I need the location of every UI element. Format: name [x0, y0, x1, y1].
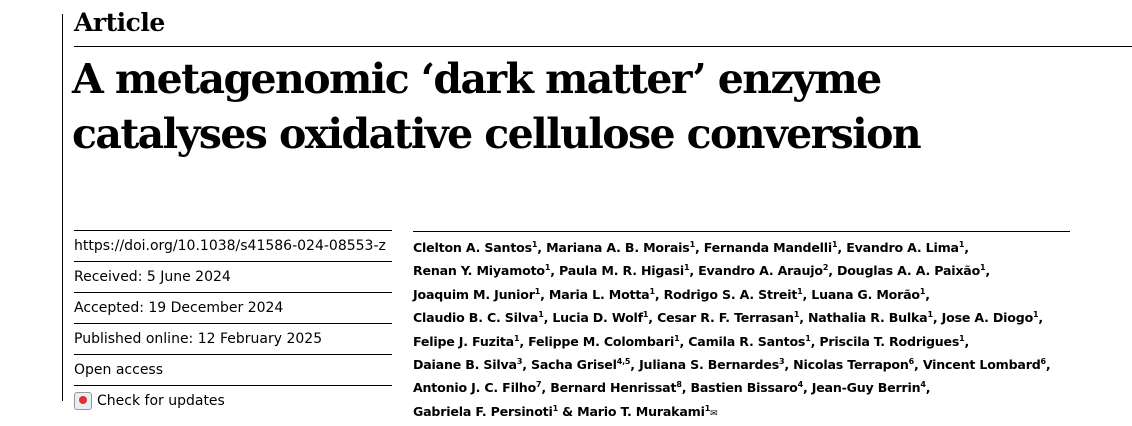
author-name[interactable]: Mario T. Murakami: [577, 403, 705, 419]
accepted-date: Accepted: 19 December 2024: [74, 292, 392, 323]
affiliation-number: 1: [959, 333, 965, 343]
author-name[interactable]: Priscila T. Rodrigues: [819, 333, 960, 349]
author-name[interactable]: Paula M. R. Higasi: [559, 263, 684, 279]
margin-rule: [62, 14, 63, 401]
affiliation-number: 1: [927, 310, 933, 320]
authors-rule: [413, 231, 1070, 232]
affiliation-number: 1: [797, 286, 803, 296]
affiliation-number: 1: [689, 239, 696, 249]
affiliation-number: 1: [531, 239, 538, 249]
published-date: Published online: 12 February 2025: [74, 323, 392, 354]
affiliation-number: 1: [544, 263, 551, 273]
author-name[interactable]: Jose A. Diogo: [941, 310, 1034, 326]
author-name[interactable]: Vincent Lombard: [922, 357, 1041, 373]
check-updates-label: Check for updates: [97, 393, 225, 409]
author-name[interactable]: Evandro A. Lima: [846, 240, 959, 255]
author-name[interactable]: Maria L. Motta: [548, 286, 650, 302]
affiliation-number: 1: [793, 310, 800, 320]
affiliation-number: 1: [552, 403, 559, 413]
author-line: Felipe J. Fuzita1, Felippe M. Colombari1…: [413, 333, 970, 349]
author-name[interactable]: Douglas A. A. Paixão: [836, 263, 981, 279]
affiliation-number: 1: [980, 263, 986, 273]
doi-link[interactable]: https://doi.org/10.1038/s41586-024-08553…: [74, 230, 392, 261]
author-line: Renan Y. Miyamoto1, Paula M. R. Higasi1,…: [413, 263, 990, 279]
affiliation-number: 1: [642, 310, 649, 320]
author-name[interactable]: Sacha Grisel: [531, 357, 617, 373]
open-access-label: Open access: [74, 354, 392, 385]
title-line: A metagenomic ‘dark matter’ enzyme: [72, 55, 882, 103]
section-label: Article: [74, 8, 165, 37]
affiliation-number: 7: [536, 380, 542, 390]
author-name[interactable]: Camila R. Santos: [688, 333, 806, 349]
affiliation-number: 1: [538, 310, 544, 320]
affiliation-number: 1: [805, 333, 811, 343]
author-name[interactable]: Mariana A. B. Morais: [546, 240, 690, 255]
check-updates-icon: [74, 392, 92, 410]
author-name[interactable]: Antonio J. C. Filho: [413, 380, 537, 396]
article-meta: https://doi.org/10.1038/s41586-024-08553…: [74, 230, 392, 416]
affiliation-number: 2: [822, 263, 829, 273]
author-name[interactable]: Bernard Henrissat: [550, 380, 677, 396]
affiliation-number: 3: [779, 356, 785, 366]
header-rule: [74, 46, 1132, 47]
affiliation-number: 6: [1040, 356, 1047, 366]
author-name[interactable]: Jean-Guy Berrin: [811, 380, 921, 396]
author-list: Clelton A. Santos1, Mariana A. B. Morais…: [413, 236, 1051, 426]
affiliation-number: 1: [649, 286, 655, 296]
affiliation-number: 4: [797, 380, 804, 390]
affiliation-number: 1: [683, 263, 690, 273]
author-name[interactable]: Renan Y. Miyamoto: [413, 263, 545, 279]
affiliation-number: 1: [513, 333, 520, 343]
author-line: Joaquim M. Junior1, Maria L. Motta1, Rod…: [413, 286, 930, 302]
author-name[interactable]: Juliana S. Bernardes: [639, 357, 780, 373]
affiliation-number: 8: [676, 380, 682, 390]
author-name[interactable]: Lucia D. Wolf: [552, 310, 643, 326]
author-line: Gabriela F. Persinoti1 & Mario T. Muraka…: [413, 403, 718, 419]
article-title: A metagenomic ‘dark matter’ enzyme catal…: [72, 52, 1112, 162]
affiliation-number: 3: [516, 356, 523, 366]
affiliation-number: 1: [958, 239, 965, 249]
title-line: catalyses oxidative cellulose conversion: [72, 110, 922, 158]
affiliation-number: 4,5: [616, 356, 631, 366]
affiliation-number: 6: [908, 356, 915, 366]
author-name[interactable]: Gabriela F. Persinoti: [413, 403, 553, 419]
author-line: Antonio J. C. Filho7, Bernard Henrissat8…: [413, 380, 931, 396]
author-name[interactable]: Nicolas Terrapon: [793, 357, 909, 373]
author-name[interactable]: Rodrigo S. A. Streit: [663, 286, 798, 302]
author-name[interactable]: Evandro A. Araujo: [698, 263, 823, 279]
affiliation-number: 1: [832, 239, 838, 249]
affiliation-number: 1: [674, 333, 680, 343]
author-name[interactable]: Felipe J. Fuzita: [413, 333, 514, 349]
envelope-icon[interactable]: ✉: [710, 408, 718, 419]
author-name[interactable]: Nathalia R. Bulka: [807, 310, 928, 326]
affiliation-number: 1: [1033, 310, 1039, 320]
author-name[interactable]: Joaquim M. Junior: [413, 286, 535, 302]
author-name[interactable]: Daiane B. Silva: [413, 357, 517, 373]
author-name[interactable]: Clelton A. Santos: [413, 240, 532, 255]
author-name[interactable]: Felippe M. Colombari: [528, 333, 675, 349]
author-line: Clelton A. Santos1, Mariana A. B. Morais…: [413, 239, 969, 255]
received-date: Received: 5 June 2024: [74, 261, 392, 292]
affiliation-number: 1: [919, 286, 926, 296]
author-line: Claudio B. C. Silva1, Lucia D. Wolf1, Ce…: [413, 310, 1043, 326]
affiliation-number: 1: [534, 286, 541, 296]
author-name[interactable]: Bastien Bissaro: [690, 380, 798, 396]
affiliation-number: 4: [920, 380, 926, 390]
author-name[interactable]: Cesar R. F. Terrasan: [657, 310, 794, 326]
author-name[interactable]: Luana G. Morão: [811, 286, 920, 302]
author-line: Daiane B. Silva3, Sacha Grisel4,5, Julia…: [413, 356, 1051, 373]
author-name[interactable]: Fernanda Mandelli: [703, 240, 833, 255]
author-name[interactable]: Claudio B. C. Silva: [413, 310, 539, 326]
